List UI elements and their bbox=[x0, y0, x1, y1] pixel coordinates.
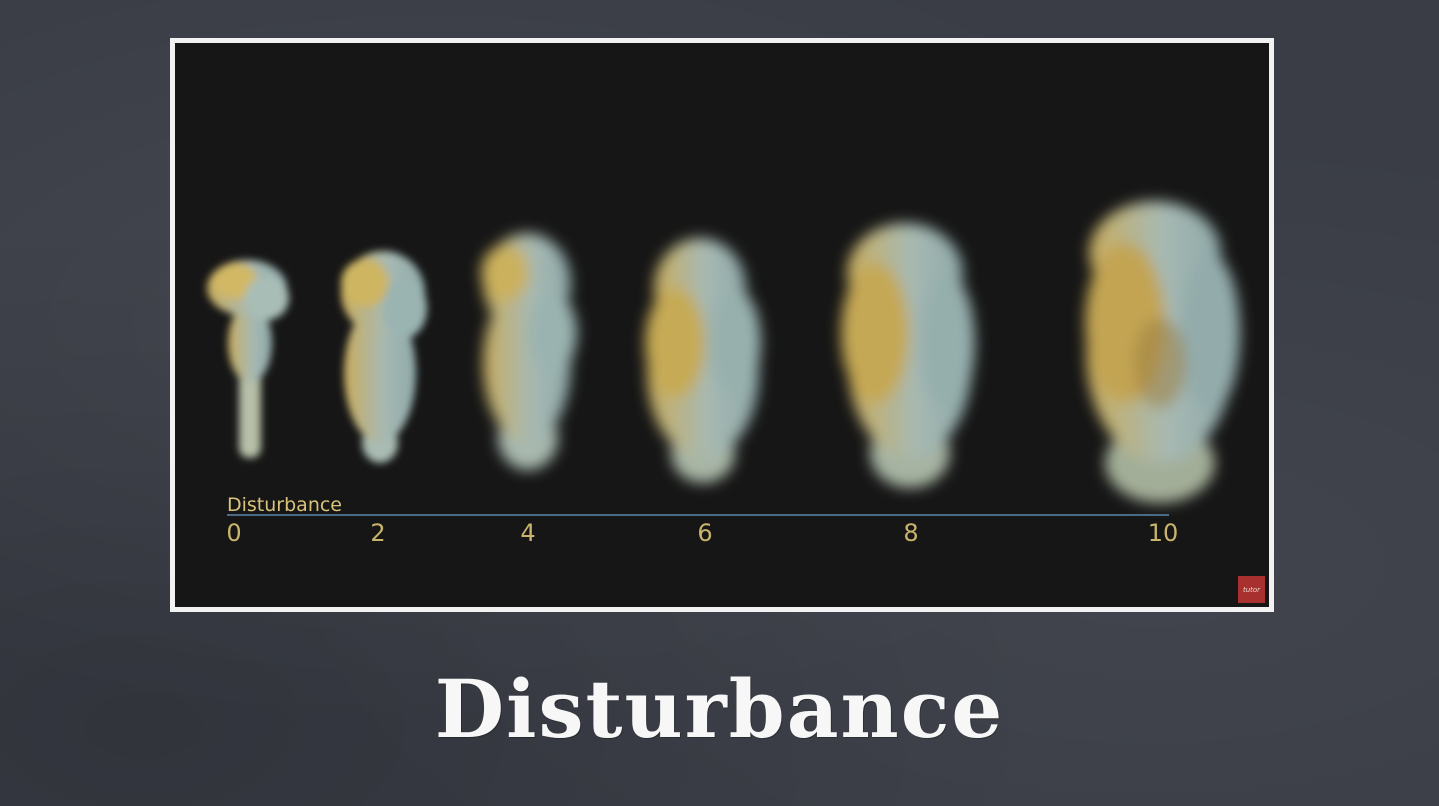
smoke-plumes bbox=[207, 201, 1240, 503]
tick-label: 4 bbox=[520, 519, 536, 547]
smoke-plume-2 bbox=[341, 251, 427, 463]
axis-label: Disturbance bbox=[227, 494, 342, 516]
smoke-plume-0 bbox=[207, 260, 289, 458]
tutor-badge: tutor bbox=[1238, 576, 1265, 603]
smoke-plume-6 bbox=[645, 238, 761, 483]
tick-label: 6 bbox=[697, 519, 713, 547]
axis-line bbox=[227, 514, 1169, 516]
tick-label: 8 bbox=[903, 519, 919, 547]
smoke-plume-4 bbox=[481, 233, 577, 470]
tick-label: 2 bbox=[370, 519, 386, 547]
simulation-image: Disturbance 0 2 4 6 8 10 tutor bbox=[170, 38, 1274, 612]
smoke-plume-8 bbox=[841, 223, 975, 488]
tick-label: 10 bbox=[1147, 519, 1179, 547]
smoke-plume-10 bbox=[1085, 201, 1240, 503]
tick-label: 0 bbox=[226, 519, 242, 547]
slide-caption: Disturbance bbox=[434, 662, 1005, 756]
